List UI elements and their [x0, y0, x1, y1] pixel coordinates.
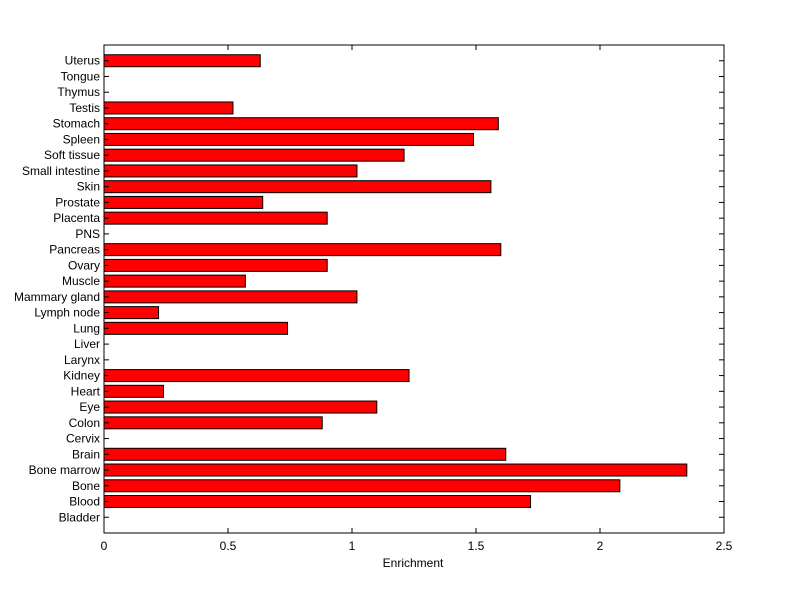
- x-tick-label: 0.5: [220, 539, 237, 553]
- y-tick-label: Ovary: [68, 258, 100, 272]
- y-tick-label: Bone marrow: [29, 463, 101, 477]
- bar-stomach: [103, 117, 499, 131]
- y-tick-label: PNS: [75, 227, 100, 241]
- bar-colon: [103, 416, 323, 430]
- y-tick-label: Kidney: [63, 369, 100, 383]
- y-tick-label: Pancreas: [49, 243, 100, 257]
- bar-prostate: [103, 195, 264, 209]
- bar-uterus: [103, 54, 261, 68]
- y-tick-label: Thymus: [57, 85, 100, 99]
- y-tick-label: Larynx: [64, 353, 100, 367]
- y-tick-label: Lung: [73, 321, 100, 335]
- y-tick-label: Heart: [71, 384, 101, 398]
- bar-placenta: [103, 211, 328, 225]
- y-tick-label: Blood: [69, 495, 100, 509]
- x-tick-label: 1: [349, 539, 356, 553]
- y-tick-label: Lymph node: [34, 306, 100, 320]
- y-tick-label: Soft tissue: [44, 148, 100, 162]
- bar-kidney: [103, 369, 410, 383]
- x-axis-label: Enrichment: [383, 556, 444, 570]
- bar-testis: [103, 101, 234, 115]
- bar-blood: [103, 495, 532, 509]
- x-tick-label: 1.5: [468, 539, 485, 553]
- bar-bone-marrow: [103, 463, 688, 477]
- bar-muscle: [103, 274, 246, 288]
- x-tick-label: 0: [101, 539, 108, 553]
- bar-eye: [103, 400, 378, 414]
- y-tick-label: Testis: [69, 101, 100, 115]
- x-tick-label: 2: [597, 539, 604, 553]
- y-tick-label: Bone: [72, 479, 100, 493]
- y-tick-label: Muscle: [62, 274, 100, 288]
- bar-mammary-gland: [103, 290, 358, 304]
- y-tick-label: Tongue: [61, 69, 101, 83]
- y-tick-label: Eye: [79, 400, 100, 414]
- bar-heart: [103, 384, 165, 398]
- y-tick-label: Spleen: [63, 132, 100, 146]
- bar-ovary: [103, 258, 328, 272]
- y-tick-label: Skin: [77, 180, 100, 194]
- bar-lung: [103, 321, 289, 335]
- bar-spleen: [103, 132, 475, 146]
- y-tick-label: Stomach: [53, 117, 100, 131]
- bar-pancreas: [103, 243, 502, 257]
- y-tick-label: Liver: [74, 337, 100, 351]
- plot-frame: [103, 44, 725, 534]
- y-tick-label: Brain: [72, 447, 100, 461]
- y-tick-label: Small intestine: [22, 164, 100, 178]
- y-tick-label: Cervix: [66, 432, 100, 446]
- y-tick-label: Bladder: [59, 510, 100, 524]
- bar-small-intestine: [103, 164, 358, 178]
- y-tick-label: Uterus: [65, 54, 100, 68]
- bar-lymph-node: [103, 306, 160, 320]
- y-tick-label: Prostate: [55, 195, 100, 209]
- y-tick-label: Mammary gland: [14, 290, 100, 304]
- bar-skin: [103, 180, 492, 194]
- y-tick-label: Colon: [69, 416, 100, 430]
- y-tick-label: Placenta: [53, 211, 100, 225]
- bar-brain: [103, 447, 507, 461]
- bar-soft-tissue: [103, 148, 405, 162]
- bar-bone: [103, 479, 621, 493]
- x-tick-label: 2.5: [716, 539, 733, 553]
